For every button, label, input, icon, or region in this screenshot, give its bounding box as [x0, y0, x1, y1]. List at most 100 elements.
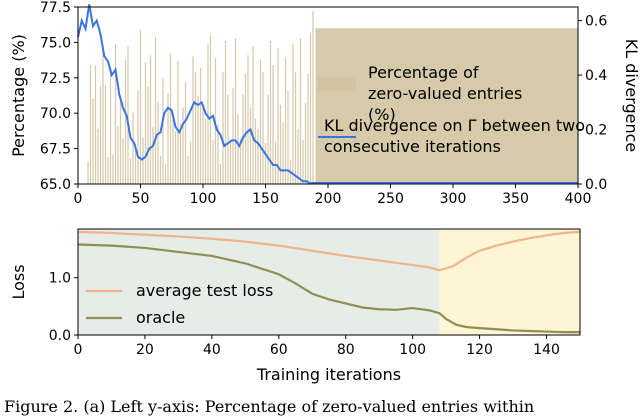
zero-entries-bar: [97, 128, 99, 184]
y-tick-label: 77.5: [40, 0, 71, 16]
zero-entries-bar: [137, 90, 139, 184]
y-tick-label: 72.5: [40, 71, 71, 87]
zero-entries-bar: [187, 155, 189, 184]
zero-entries-bar: [127, 46, 129, 185]
y2-tick-label: 0.2: [585, 123, 607, 139]
zero-entries-bar: [122, 138, 124, 184]
zero-entries-bar-plateau: [315, 28, 578, 184]
zero-entries-bar: [179, 123, 182, 184]
zero-entries-bar: [284, 57, 287, 185]
zero-entries-bar: [307, 73, 309, 184]
zero-entries-bar: [152, 127, 154, 184]
zero-entries-bar: [124, 59, 127, 184]
zero-entries-bar: [134, 151, 137, 184]
zero-entries-bar: [219, 164, 222, 184]
bottom-plot-area: [77, 229, 581, 335]
figure-caption: Figure 2. (a) Left y-axis: Percentage of…: [4, 397, 534, 416]
x-tick-label: 0: [74, 342, 83, 358]
zero-entries-bar: [169, 53, 172, 185]
zero-entries-bar: [172, 116, 174, 184]
y2-tick-label: 0.4: [585, 68, 607, 84]
x-tick-label: 250: [377, 191, 404, 207]
zero-entries-bar: [264, 142, 267, 184]
legend-label: average test loss: [136, 281, 273, 300]
zero-entries-bar: [254, 118, 257, 184]
legend-label: oracle: [136, 308, 185, 327]
zero-entries-bar: [162, 77, 164, 184]
zero-entries-bar: [89, 65, 92, 184]
zero-entries-bar: [247, 55, 249, 185]
zero-entries-bar: [259, 59, 262, 184]
zero-entries-bar: [199, 67, 202, 184]
zero-entries-bar: [302, 140, 304, 184]
zero-entries-bar: [222, 72, 224, 184]
legend-label-kl: consecutive iterations: [324, 137, 501, 156]
zero-entries-bar: [142, 137, 144, 184]
zero-entries-bar: [272, 65, 274, 184]
legend-swatch-zero-entries: [318, 77, 356, 91]
top-plot-area: [77, 4, 578, 185]
zero-entries-bar: [229, 142, 232, 184]
x-tick-label: 350: [502, 191, 529, 207]
top-x-axis: 0 50 100 150 200 250 300 350 400: [74, 184, 591, 207]
zero-entries-bar: [117, 125, 119, 184]
zero-entries-bar: [234, 38, 237, 184]
zero-entries-bar: [227, 94, 229, 184]
zero-entries-bars: [87, 11, 578, 185]
zero-entries-bar: [107, 157, 109, 184]
zero-entries-bar: [132, 111, 134, 184]
legend-label-zero-entries: Percentage of: [368, 63, 479, 82]
bottom-chart: 0 20 40 60 80 100 120 140 0.0 1.0 Loss Training ite…: [9, 228, 581, 384]
zero-entries-bar: [112, 154, 114, 184]
zero-entries-bar: [94, 65, 97, 184]
zero-entries-bar: [312, 11, 314, 184]
zero-entries-bar: [292, 43, 294, 185]
bottom-plot-frame: [77, 228, 581, 336]
zero-entries-bar: [269, 40, 272, 184]
zero-entries-bar: [87, 161, 89, 184]
y-tick-label: 67.5: [40, 142, 71, 158]
zero-entries-bar: [192, 56, 194, 185]
zero-entries-bar: [232, 87, 234, 184]
zero-entries-bar: [207, 43, 209, 185]
bottom-y-axis: 0.0 1.0: [49, 271, 78, 344]
top-y-axis-label: Percentage (%): [9, 34, 28, 157]
bottom-x-axis: 0 20 40 60 80 100 120 140: [74, 335, 560, 358]
zero-entries-bar: [154, 36, 157, 185]
x-tick-label: 80: [337, 342, 355, 358]
y2-tick-label: 0.6: [585, 14, 607, 30]
y-tick-label: 1.0: [49, 271, 71, 287]
zero-entries-bar: [184, 82, 187, 184]
zero-entries-bar: [157, 101, 159, 184]
zero-entries-bar: [282, 123, 284, 184]
x-tick-label: 20: [136, 342, 154, 358]
zero-entries-bar: [159, 155, 162, 184]
zero-entries-bar: [119, 99, 122, 184]
zero-entries-bar: [209, 35, 212, 184]
x-tick-label: 200: [315, 191, 342, 207]
zero-entries-bar: [99, 86, 102, 184]
y2-tick-label: 0.0: [585, 177, 607, 193]
legend-label-zero-entries: zero-valued entries: [368, 84, 522, 103]
x-tick-label: 140: [533, 342, 560, 358]
zero-entries-bar: [274, 141, 277, 184]
x-tick-label: 0: [74, 191, 83, 207]
zero-entries-bar: [262, 72, 264, 184]
zero-entries-bar: [279, 104, 282, 184]
x-tick-label: 100: [190, 191, 217, 207]
average-test-loss-line: [77, 230, 581, 272]
zero-entries-bar: [299, 38, 302, 184]
zero-entries-bar: [109, 67, 112, 184]
zero-entries-bar: [194, 72, 197, 184]
zero-entries-bar: [189, 141, 192, 184]
y-tick-label: 70.0: [40, 106, 71, 122]
bottom-legend: average test loss oracle: [86, 281, 273, 327]
zero-entries-bar: [267, 94, 269, 184]
x-tick-label: 120: [466, 342, 493, 358]
top-y2-axis-label: KL divergence: [622, 39, 640, 152]
zero-entries-bar: [287, 90, 289, 184]
zero-entries-bar: [297, 128, 299, 184]
x-tick-label: 40: [203, 342, 221, 358]
oracle-line: [77, 243, 580, 334]
